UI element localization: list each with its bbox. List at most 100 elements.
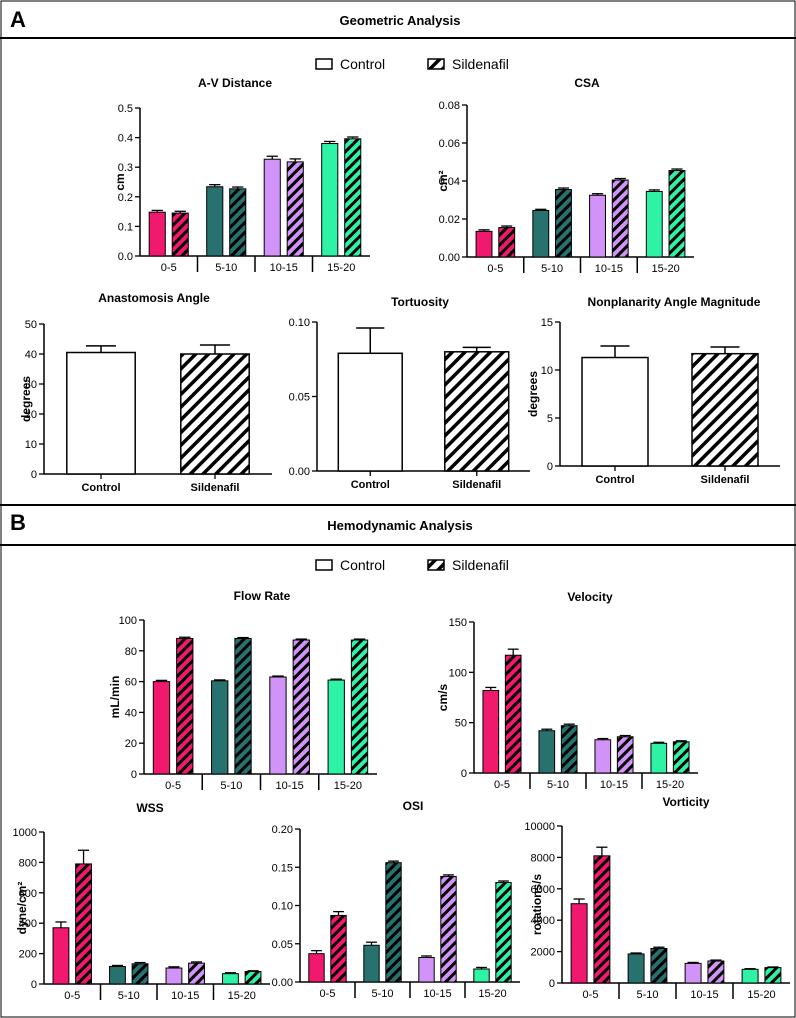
- x-category-label: 15-20: [652, 263, 680, 275]
- x-category-label: 0-5: [165, 780, 181, 792]
- chart-title: Vorticity: [662, 795, 709, 809]
- y-tick-label: 0.15: [272, 862, 293, 874]
- chart-vort: Vorticity 0 2000 4000 6000 8000 10000 rotations…: [524, 795, 790, 1001]
- chart-npa: Nonplanarity Angle Magnitude 0 5 10 15 degree…: [526, 295, 780, 486]
- bar-5-10-sildenafil: [229, 188, 247, 257]
- y-axis-label: mL/min: [108, 676, 122, 719]
- x-category-label: 15-20: [478, 988, 506, 1000]
- bar-0-5-sildenafil: [176, 637, 194, 775]
- y-tick-label: 200: [19, 949, 37, 961]
- legend-a-control-label: Control: [340, 56, 385, 72]
- x-category-label: 0-5: [494, 779, 510, 791]
- bar-10-15-control: [269, 676, 287, 775]
- y-tick-label: 40: [125, 707, 137, 719]
- x-category-label: Control: [81, 482, 120, 494]
- y-tick-label: 50: [25, 319, 37, 331]
- y-tick-label: 0.10: [272, 901, 293, 913]
- bar-5-10-sildenafil: [385, 862, 402, 983]
- section-b-label: B: [10, 510, 26, 535]
- legend-a-control-swatch: [315, 58, 333, 70]
- y-axis-label: rotations/s: [530, 874, 544, 936]
- bar-15-20-control: [473, 968, 490, 983]
- legend-a-sildenafil-swatch: [427, 58, 445, 70]
- y-tick-label: 0.00: [272, 977, 293, 989]
- x-category-label: Control: [351, 479, 390, 491]
- x-category-label: 10-15: [600, 779, 628, 791]
- chart-flow: Flow Rate 0 20 40 60 80 100 mL/min 0-5 5-10 10-15 1…: [108, 589, 377, 792]
- chart-csa: CSA 0.00 0.02 0.04 0.06 0.08 cm² 0-5 5-10 10-15 15…: [436, 76, 694, 275]
- y-tick-label: 150: [449, 617, 467, 629]
- chart-title: Anastomosis Angle: [98, 291, 210, 305]
- y-tick-label: 100: [449, 667, 467, 679]
- legend-a-sildenafil-label: Sildenafil: [452, 56, 509, 72]
- x-category-label: 5-10: [215, 262, 237, 274]
- bar-0-5-sildenafil: [504, 654, 522, 774]
- x-category-label: 0-5: [487, 263, 503, 275]
- x-category-label: 15-20: [228, 990, 256, 1002]
- y-tick-label: 10: [25, 439, 37, 451]
- bar-15-20-control: [321, 143, 339, 257]
- x-category-label: 10-15: [690, 989, 718, 1001]
- bar-0-5-control: [308, 953, 325, 983]
- y-tick-label: 0.06: [439, 138, 460, 150]
- chart-ana: Anastomosis Angle 0 10 20 30 40 50 degrees Contr…: [19, 291, 272, 494]
- x-category-label: 0-5: [64, 990, 80, 1002]
- chart-title: Velocity: [567, 590, 613, 604]
- y-axis-label: dyne/cm²: [15, 882, 29, 935]
- y-tick-label: 0.00: [289, 466, 310, 478]
- y-tick-label: 0.04: [439, 176, 460, 188]
- y-tick-label: 0.0: [118, 251, 133, 263]
- section-a-label: A: [10, 7, 26, 32]
- x-category-label: 15-20: [747, 989, 775, 1001]
- bar-0-5-sildenafil: [593, 855, 611, 984]
- bar-5-10-control: [206, 186, 224, 257]
- chart-title: Flow Rate: [234, 589, 291, 603]
- y-tick-label: 20: [25, 409, 37, 421]
- legend-b-sildenafil-label: Sildenafil: [452, 557, 509, 573]
- bar-15-20-sildenafil: [344, 138, 362, 257]
- bar-10-15-sildenafil: [707, 960, 725, 984]
- x-category-label: 0-5: [320, 988, 336, 1000]
- bar-10-15-control: [165, 967, 183, 985]
- y-tick-label: 0.08: [439, 100, 460, 112]
- x-category-label: 5-10: [547, 779, 569, 791]
- y-tick-label: 1000: [13, 827, 37, 839]
- y-tick-label: 0.20: [272, 824, 293, 836]
- bar-sildenafil: [444, 351, 510, 472]
- bar-15-20-control: [327, 679, 345, 775]
- bar-0-5-sildenafil: [75, 863, 92, 985]
- bar-0-5-sildenafil: [330, 914, 347, 983]
- x-category-label: 10-15: [171, 990, 199, 1002]
- y-tick-label: 0: [547, 461, 553, 473]
- y-tick-label: 600: [19, 888, 37, 900]
- legend-b-control-label: Control: [340, 557, 385, 573]
- bar-5-10-control: [109, 966, 126, 985]
- y-tick-label: 0: [461, 768, 467, 780]
- bar-control: [66, 351, 136, 475]
- bar-10-15-control: [594, 739, 612, 774]
- bar-5-10-sildenafil: [560, 725, 578, 774]
- bar-5-10-control: [538, 730, 556, 774]
- bar-0-5-control: [475, 230, 493, 258]
- bar-sildenafil: [180, 353, 250, 475]
- chart-title: CSA: [574, 76, 600, 90]
- bar-5-10-sildenafil: [555, 189, 572, 258]
- y-tick-label: 0.00: [439, 252, 460, 264]
- bar-0-5-control: [570, 903, 588, 984]
- x-category-label: 0-5: [583, 989, 599, 1001]
- y-tick-label: 4000: [531, 915, 555, 927]
- bar-15-20-sildenafil: [668, 170, 686, 258]
- x-category-label: 10-15: [276, 780, 304, 792]
- bar-0-5-sildenafil: [171, 212, 189, 257]
- bar-10-15-sildenafil: [188, 962, 205, 985]
- y-tick-label: 30: [25, 379, 37, 391]
- y-tick-label: 0.3: [118, 162, 133, 174]
- y-tick-label: 10: [541, 365, 553, 377]
- chart-vel: Velocity 0 50 100 150 cm/s 0-5 5-10 10-15 15-20: [436, 590, 698, 791]
- bar-15-20-control: [222, 973, 239, 985]
- charts-layer: A-V Distance 0.0 0.1 0.2 0.3 0.4 0.5 cm 0-5 5-10 1…: [13, 76, 790, 1002]
- y-axis-label: cm²: [436, 170, 450, 191]
- x-category-label: 5-10: [541, 263, 563, 275]
